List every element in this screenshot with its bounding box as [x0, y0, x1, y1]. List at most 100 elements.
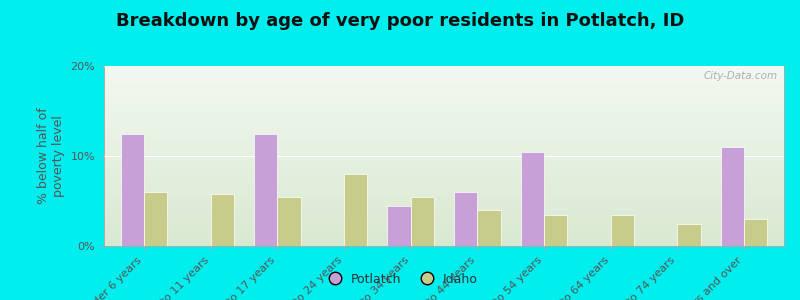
Bar — [104, 77, 784, 79]
Bar — [104, 156, 784, 158]
Bar — [104, 70, 784, 71]
Bar — [104, 172, 784, 174]
Bar — [344, 174, 367, 246]
Bar — [104, 158, 784, 160]
Bar — [104, 79, 784, 80]
Bar — [104, 167, 784, 169]
Bar — [104, 205, 784, 206]
Bar — [104, 179, 784, 181]
Bar — [104, 133, 784, 134]
Legend: Potlatch, Idaho: Potlatch, Idaho — [318, 268, 482, 291]
Bar — [744, 219, 767, 246]
Bar — [104, 214, 784, 215]
Bar — [104, 181, 784, 183]
Bar — [104, 138, 784, 140]
Bar — [104, 212, 784, 214]
Bar — [104, 93, 784, 95]
Bar — [104, 106, 784, 107]
Bar — [104, 230, 784, 232]
Bar — [521, 152, 544, 246]
Bar — [104, 176, 784, 178]
Bar — [104, 131, 784, 133]
Bar — [104, 147, 784, 149]
Bar — [104, 104, 784, 106]
Bar — [254, 134, 278, 246]
Bar — [610, 214, 634, 246]
Bar — [104, 124, 784, 125]
Bar — [104, 73, 784, 75]
Bar — [104, 86, 784, 88]
Bar — [104, 192, 784, 194]
Bar — [104, 145, 784, 147]
Bar — [104, 232, 784, 233]
Bar — [104, 221, 784, 223]
Bar — [104, 190, 784, 192]
Bar — [104, 197, 784, 199]
Bar — [104, 66, 784, 68]
Bar — [104, 151, 784, 152]
Bar — [144, 192, 167, 246]
Bar — [104, 203, 784, 205]
Bar — [104, 125, 784, 127]
Bar — [104, 188, 784, 190]
Bar — [104, 68, 784, 70]
Bar — [104, 111, 784, 113]
Bar — [104, 118, 784, 120]
Bar — [478, 210, 501, 246]
Bar — [104, 187, 784, 188]
Bar — [104, 71, 784, 73]
Bar — [104, 134, 784, 136]
Bar — [104, 75, 784, 77]
Bar — [104, 233, 784, 235]
Bar — [104, 116, 784, 118]
Bar — [104, 160, 784, 161]
Bar — [104, 136, 784, 138]
Bar — [104, 109, 784, 111]
Bar — [104, 84, 784, 86]
Bar — [104, 88, 784, 89]
Bar — [104, 169, 784, 170]
Bar — [104, 199, 784, 201]
Bar — [104, 97, 784, 98]
Bar — [104, 120, 784, 122]
Bar — [104, 142, 784, 143]
Bar — [104, 163, 784, 165]
Bar — [104, 170, 784, 172]
Text: Breakdown by age of very poor residents in Potlatch, ID: Breakdown by age of very poor residents … — [116, 12, 684, 30]
Bar — [387, 206, 410, 246]
Bar — [104, 223, 784, 224]
Bar — [104, 201, 784, 203]
Bar — [104, 115, 784, 116]
Bar — [104, 100, 784, 102]
Bar — [104, 152, 784, 154]
Bar — [104, 239, 784, 241]
Bar — [104, 215, 784, 217]
Bar — [104, 140, 784, 142]
Bar — [678, 224, 701, 246]
Bar — [104, 143, 784, 145]
Bar — [104, 107, 784, 109]
Bar — [104, 127, 784, 129]
Bar — [104, 208, 784, 210]
Bar — [104, 242, 784, 244]
Bar — [104, 178, 784, 179]
Bar — [104, 228, 784, 230]
Bar — [121, 134, 144, 246]
Bar — [104, 185, 784, 187]
Text: City-Data.com: City-Data.com — [703, 71, 778, 81]
Bar — [278, 196, 301, 246]
Bar — [104, 219, 784, 221]
Bar — [104, 89, 784, 91]
Bar — [104, 217, 784, 219]
Bar — [104, 80, 784, 82]
Bar — [104, 154, 784, 156]
Bar — [104, 129, 784, 131]
Bar — [104, 161, 784, 163]
Bar — [104, 241, 784, 242]
Bar — [104, 165, 784, 167]
Bar — [104, 82, 784, 84]
Bar — [104, 95, 784, 97]
Bar — [210, 194, 234, 246]
Bar — [104, 237, 784, 239]
Bar — [104, 206, 784, 208]
